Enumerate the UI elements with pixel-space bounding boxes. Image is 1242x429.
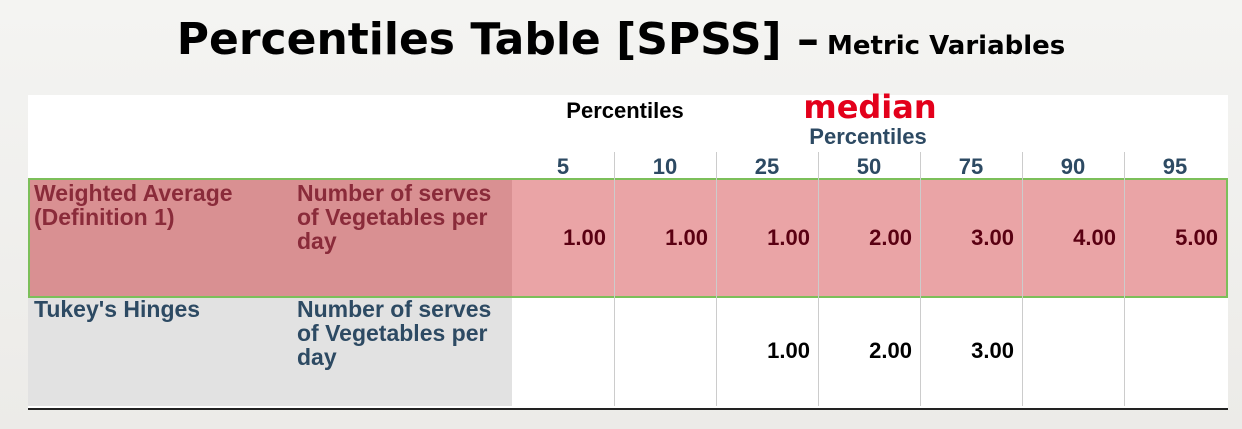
caption: Percentiles bbox=[566, 98, 684, 123]
column-header: 25 bbox=[754, 154, 780, 179]
column-divider bbox=[1124, 152, 1125, 406]
row-label-shade bbox=[28, 298, 512, 406]
row-variable: Number of serves of Vegetables per day bbox=[297, 296, 492, 370]
annotation: median bbox=[803, 88, 937, 126]
column-divider bbox=[920, 152, 921, 406]
column-header: 10 bbox=[652, 154, 678, 179]
group-header: Percentiles bbox=[809, 124, 927, 149]
cell-value: 1.00 bbox=[563, 225, 606, 250]
cell-value: 5.00 bbox=[1175, 225, 1218, 250]
column-divider bbox=[1022, 152, 1023, 406]
column-divider bbox=[614, 152, 615, 406]
cell-value: 3.00 bbox=[971, 338, 1014, 363]
row-label-shade bbox=[30, 180, 512, 296]
column-header: 5 bbox=[556, 154, 570, 179]
column-header: 95 bbox=[1162, 154, 1188, 179]
column-header: 50 bbox=[856, 154, 882, 179]
title-main: Percentiles Table [SPSS] – bbox=[176, 14, 819, 65]
cell-value: 1.00 bbox=[665, 225, 708, 250]
cell-value: 3.00 bbox=[971, 225, 1014, 250]
cell-value: 2.00 bbox=[869, 225, 912, 250]
title: Percentiles Table [SPSS] – Metric Variabl… bbox=[0, 14, 1242, 65]
row-method: Weighted Average (Definition 1) bbox=[34, 180, 233, 230]
cell-value: 4.00 bbox=[1073, 225, 1116, 250]
column-divider bbox=[818, 152, 819, 406]
column-header: 90 bbox=[1060, 154, 1086, 179]
cell-value: 1.00 bbox=[767, 338, 810, 363]
title-sub: Metric Variables bbox=[826, 31, 1066, 61]
cell-value: 2.00 bbox=[869, 338, 912, 363]
column-header: 75 bbox=[958, 154, 984, 179]
column-divider bbox=[716, 152, 717, 406]
row-variable: Number of serves of Vegetables per day bbox=[297, 180, 492, 254]
cell-value: 1.00 bbox=[767, 225, 810, 250]
row-method: Tukey's Hinges bbox=[34, 296, 201, 322]
